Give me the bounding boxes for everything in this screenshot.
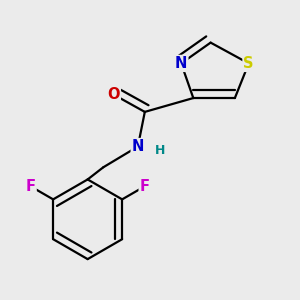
Text: F: F xyxy=(26,179,36,194)
Text: N: N xyxy=(175,56,188,71)
Text: S: S xyxy=(244,56,254,71)
Text: H: H xyxy=(155,143,166,157)
Text: O: O xyxy=(107,87,120,102)
Text: F: F xyxy=(140,179,150,194)
Text: N: N xyxy=(132,139,144,154)
